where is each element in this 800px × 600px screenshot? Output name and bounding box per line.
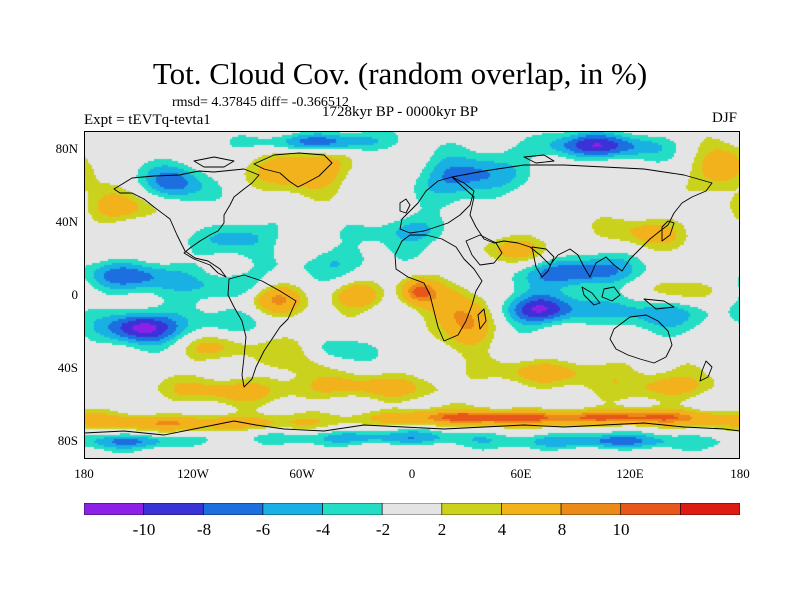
coastline-japan xyxy=(661,220,675,242)
colorbar-level-label: 10 xyxy=(612,520,630,539)
rmsd-diff-stats: rmsd= 4.37845 diff= -0.366512 xyxy=(172,95,349,110)
coastline-madagascar xyxy=(477,308,487,330)
colorbar-swatch xyxy=(262,503,323,515)
coastline-borneo xyxy=(601,286,621,302)
lon-tick-label: 0 xyxy=(408,466,416,481)
colorbar-level-label: -10 xyxy=(132,520,156,539)
coastline-new-guinea xyxy=(643,298,675,310)
colorbar-level-label: -6 xyxy=(255,520,271,539)
coastline-antarctica xyxy=(84,420,740,436)
colorbar-swatch xyxy=(381,503,443,515)
colorbar-swatch xyxy=(680,503,740,515)
lat-tick-label: 80S xyxy=(57,433,78,448)
lon-tick-label: 60W xyxy=(289,466,315,481)
lat-tick-label: 40S xyxy=(57,360,78,375)
coastline-arabia xyxy=(465,234,503,266)
colorbar-level-label: 2 xyxy=(437,520,447,539)
colorbar-level-label: 8 xyxy=(557,520,567,539)
lon-tick-label: 180 xyxy=(730,466,750,481)
coastline-sumatra xyxy=(581,286,601,306)
lat-tick-label: 0 xyxy=(71,287,79,302)
lon-tick-label: 120W xyxy=(177,466,209,481)
coastlines-overlay xyxy=(84,131,740,459)
map-panel xyxy=(84,131,740,459)
period-label: 1728kyr BP - 0000kyr BP xyxy=(322,104,479,120)
colorbar-level-label: -8 xyxy=(196,520,212,539)
anomaly-field-map xyxy=(84,131,740,459)
coastline-asia xyxy=(451,164,713,278)
coastline-australia xyxy=(609,314,673,364)
coastline-new-zealand xyxy=(699,360,713,382)
coastline-arctic-islands xyxy=(193,154,555,168)
coastline-greenland xyxy=(253,152,333,188)
colorbar-swatch xyxy=(441,503,502,515)
lon-tick-label: 120E xyxy=(616,466,644,481)
colorbar-level-label: -2 xyxy=(375,520,391,539)
colorbar-swatch xyxy=(202,503,264,515)
coastline-europe xyxy=(399,176,475,234)
lon-tick-label: 180 xyxy=(74,466,94,481)
lat-tick-label: 80N xyxy=(55,141,78,156)
map-frame xyxy=(84,131,740,459)
figure-title: Tot. Cloud Cov. (random overlap, in %) xyxy=(152,56,648,91)
lon-tick-label: 60E xyxy=(510,466,532,481)
coastline-india xyxy=(531,246,555,278)
colorbar-swatch xyxy=(322,503,383,515)
colorbar xyxy=(84,503,740,515)
coastline-north-america xyxy=(113,168,260,278)
colorbar-level-label: -4 xyxy=(315,520,331,539)
coastline-british-isles xyxy=(399,198,411,214)
colorbar-level-label: 4 xyxy=(497,520,507,539)
colorbar-swatch xyxy=(560,503,622,515)
season-label: DJF xyxy=(712,110,738,126)
colorbar-swatch xyxy=(501,503,562,515)
experiment-label: Expt = tEVTq-tevta1 xyxy=(84,112,211,128)
colorbar-swatch xyxy=(143,503,204,515)
coastline-africa xyxy=(394,234,483,342)
colorbar-swatch xyxy=(84,503,144,515)
lat-tick-label: 40N xyxy=(55,214,78,229)
colorbar-swatch xyxy=(620,503,681,515)
coastline-south-america xyxy=(227,274,297,388)
